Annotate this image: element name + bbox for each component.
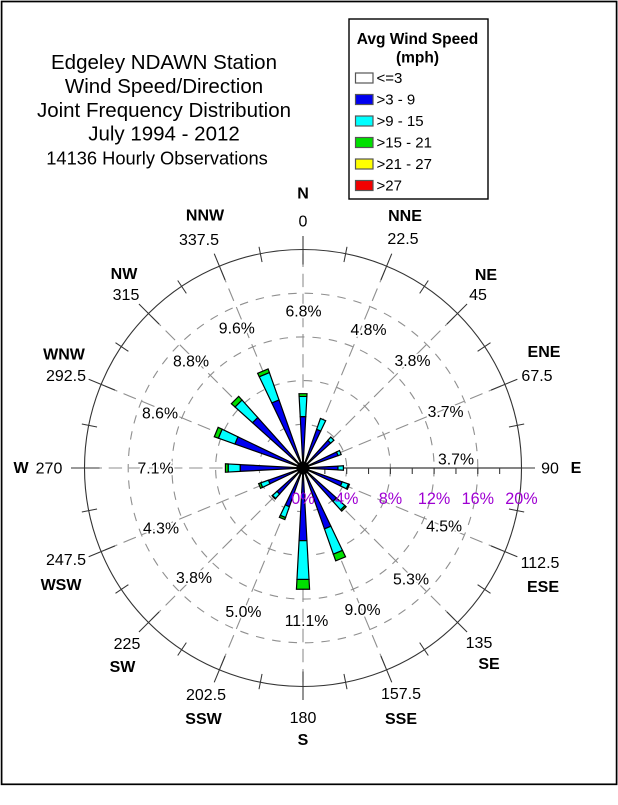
svg-text:ESE: ESE <box>527 579 559 596</box>
svg-text:(mph): (mph) <box>396 50 439 67</box>
svg-text:5.0%: 5.0% <box>225 604 261 621</box>
svg-text:W: W <box>13 460 29 477</box>
svg-text:SW: SW <box>110 659 137 676</box>
svg-text:4.3%: 4.3% <box>143 520 179 537</box>
svg-text:180: 180 <box>290 710 317 727</box>
svg-text:14136 Hourly Observations: 14136 Hourly Observations <box>46 148 268 169</box>
svg-text:July 1994 - 2012: July 1994 - 2012 <box>88 123 240 146</box>
svg-text:202.5: 202.5 <box>186 687 226 704</box>
svg-text:S: S <box>298 732 309 749</box>
svg-text:ENE: ENE <box>528 344 561 361</box>
svg-text:NNE: NNE <box>388 208 422 225</box>
svg-text:8%: 8% <box>379 490 402 508</box>
svg-text:>27: >27 <box>377 178 402 195</box>
svg-text:SE: SE <box>478 656 500 673</box>
svg-text:4.8%: 4.8% <box>350 322 386 339</box>
svg-text:16%: 16% <box>462 490 494 508</box>
svg-text:3.8%: 3.8% <box>176 570 212 587</box>
svg-text:270: 270 <box>36 460 63 477</box>
svg-text:3.8%: 3.8% <box>394 353 430 370</box>
svg-text:E: E <box>571 460 582 477</box>
svg-text:12%: 12% <box>418 490 450 508</box>
svg-text:N: N <box>297 185 309 202</box>
svg-text:>3 - 9: >3 - 9 <box>377 92 416 109</box>
svg-text:3.7%: 3.7% <box>438 451 474 468</box>
svg-text:4.5%: 4.5% <box>426 519 462 536</box>
svg-text:6.8%: 6.8% <box>285 303 321 320</box>
svg-text:225: 225 <box>114 636 141 653</box>
svg-text:0: 0 <box>299 213 308 230</box>
svg-text:NNW: NNW <box>186 207 225 224</box>
svg-text:>21 - 27: >21 - 27 <box>377 156 432 173</box>
svg-text:135: 135 <box>466 635 493 652</box>
svg-text:45: 45 <box>469 287 487 304</box>
svg-text:>15 - 21: >15 - 21 <box>377 135 432 152</box>
svg-text:9.6%: 9.6% <box>219 320 255 337</box>
svg-text:0%: 0% <box>291 490 314 508</box>
svg-text:Avg Wind Speed: Avg Wind Speed <box>357 31 479 48</box>
svg-text:Wind Speed/Direction: Wind Speed/Direction <box>65 75 263 98</box>
svg-text:Joint Frequency Distribution: Joint Frequency Distribution <box>37 99 291 122</box>
svg-text:8.6%: 8.6% <box>142 405 178 422</box>
svg-text:3.7%: 3.7% <box>428 404 464 421</box>
svg-text:157.5: 157.5 <box>381 686 421 703</box>
svg-text:5.3%: 5.3% <box>393 572 429 589</box>
svg-text:9.0%: 9.0% <box>344 602 380 619</box>
svg-text:8.8%: 8.8% <box>173 353 209 370</box>
svg-text:292.5: 292.5 <box>46 368 86 385</box>
svg-text:WSW: WSW <box>41 577 83 594</box>
svg-text:4%: 4% <box>335 490 358 508</box>
svg-text:NE: NE <box>475 267 498 284</box>
svg-text:Edgeley NDAWN Station: Edgeley NDAWN Station <box>51 51 277 74</box>
svg-text:90: 90 <box>541 460 559 477</box>
svg-text:315: 315 <box>113 287 140 304</box>
svg-text:SSW: SSW <box>185 711 222 728</box>
svg-text:337.5: 337.5 <box>179 232 219 249</box>
svg-text:7.1%: 7.1% <box>137 461 173 478</box>
svg-text:247.5: 247.5 <box>46 552 86 569</box>
svg-text:WNW: WNW <box>43 346 86 363</box>
svg-text:SSE: SSE <box>385 711 417 728</box>
svg-text:67.5: 67.5 <box>521 368 552 385</box>
svg-text:NW: NW <box>111 266 139 283</box>
svg-text:112.5: 112.5 <box>521 555 560 572</box>
svg-text:>9 - 15: >9 - 15 <box>377 113 424 130</box>
svg-text:22.5: 22.5 <box>387 231 418 248</box>
svg-text:<=3: <=3 <box>377 70 403 87</box>
svg-text:20%: 20% <box>505 490 537 508</box>
svg-text:11.1%: 11.1% <box>285 613 329 630</box>
